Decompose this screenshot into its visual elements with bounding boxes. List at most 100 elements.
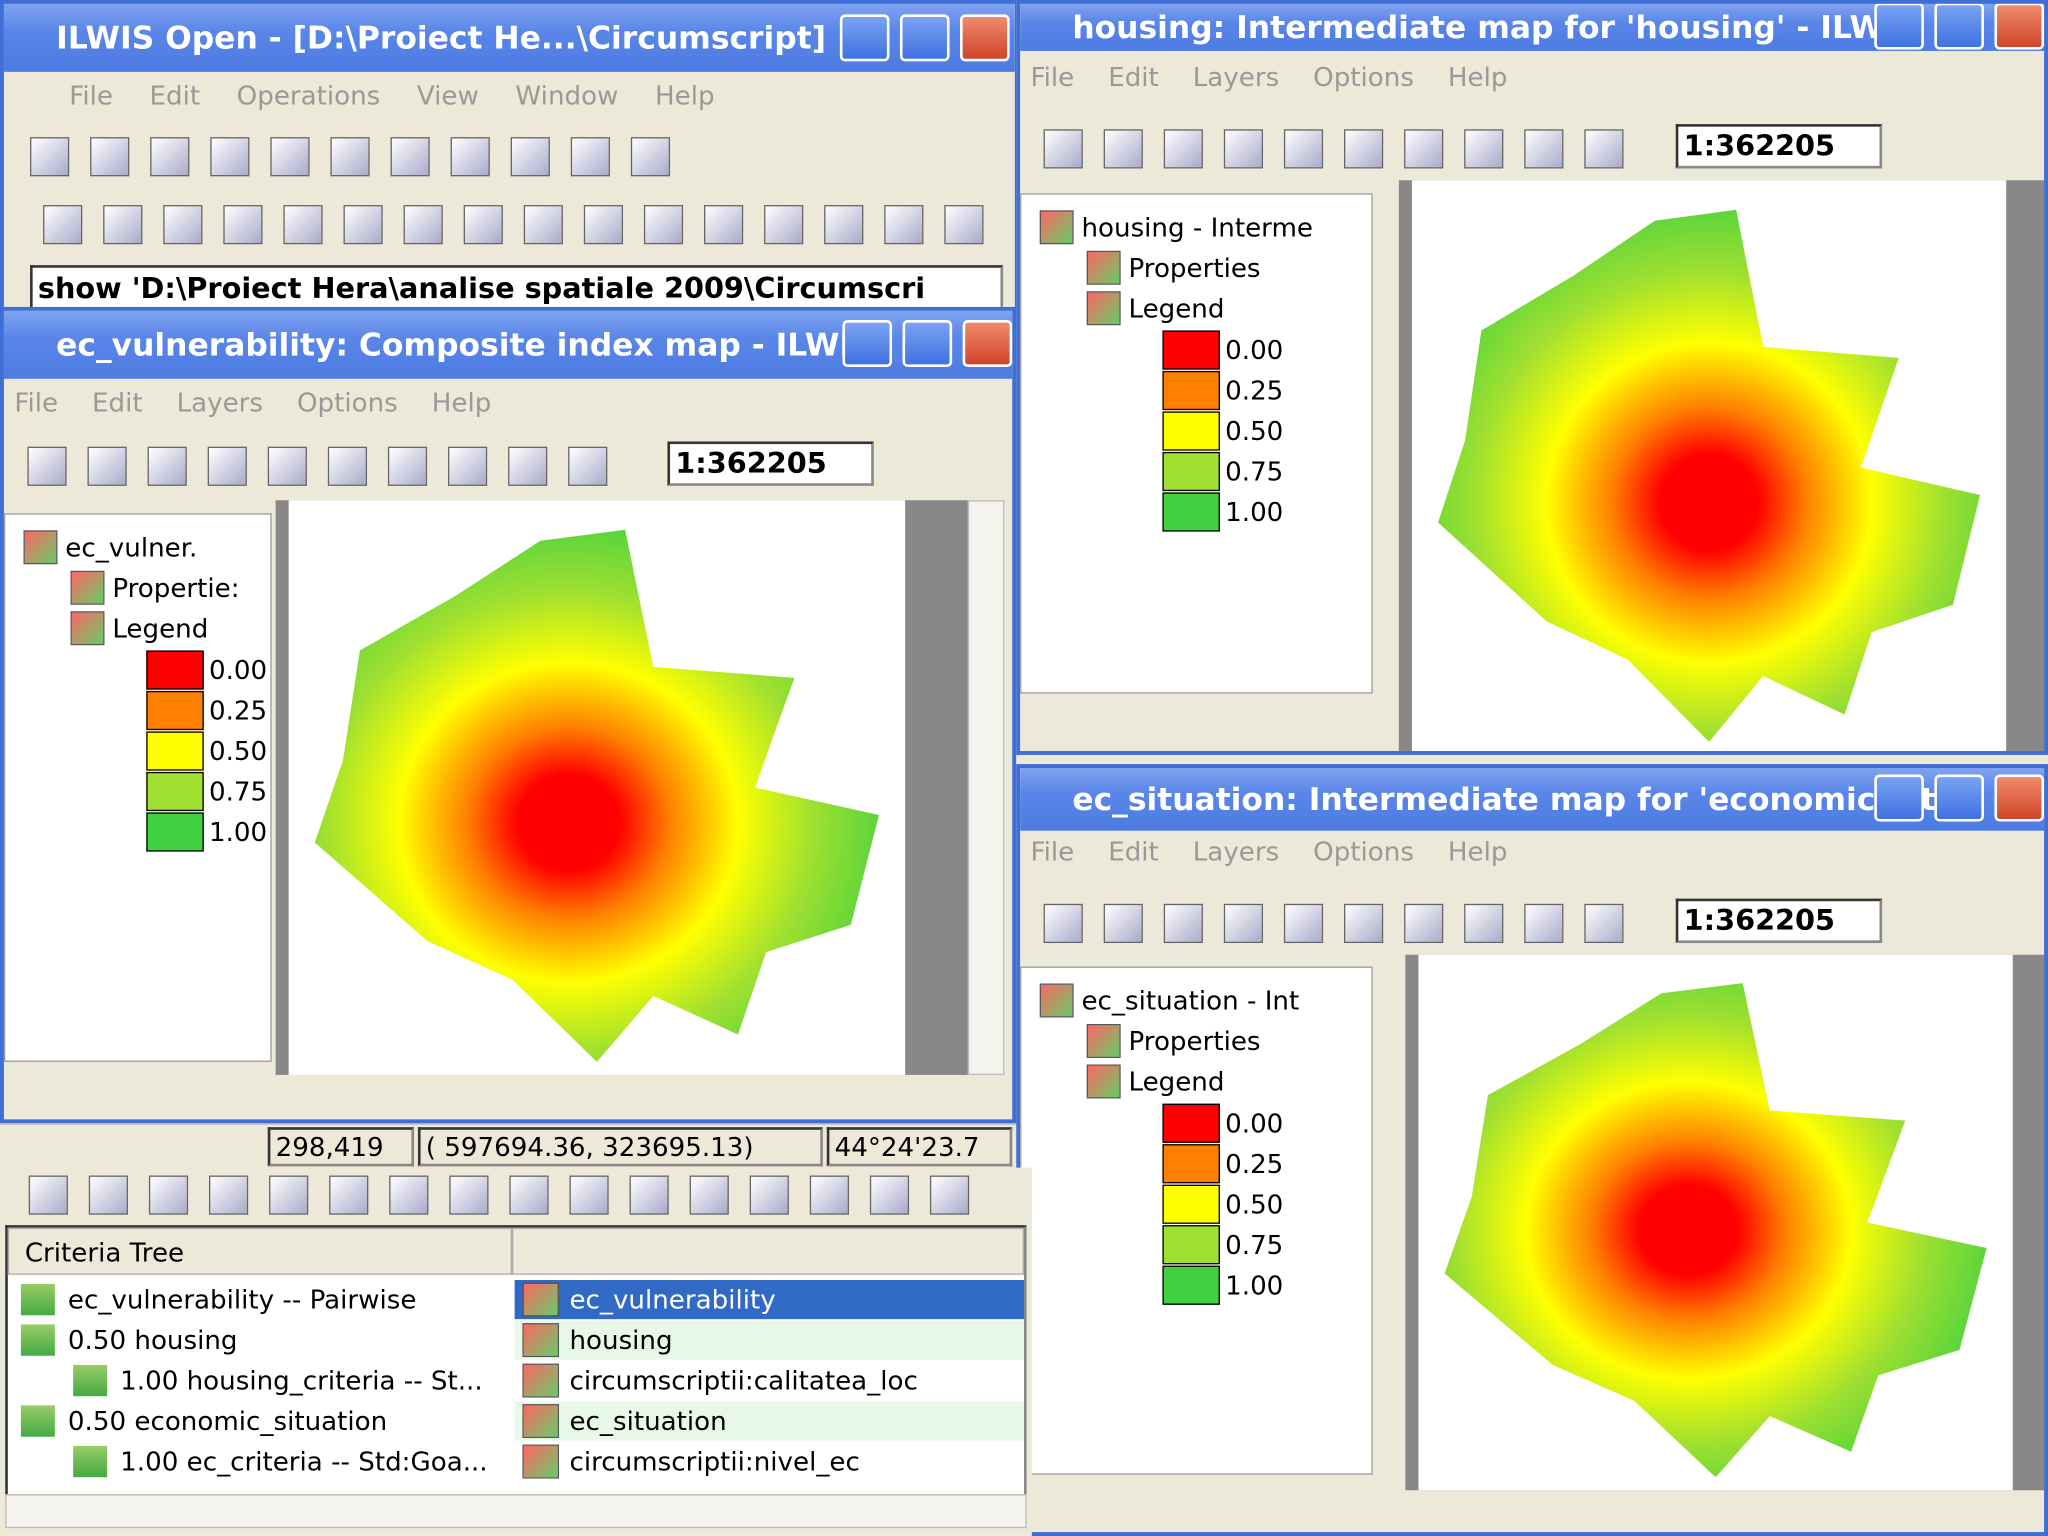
tool-button[interactable]	[809, 1175, 849, 1215]
tool-button[interactable]	[269, 1175, 309, 1215]
tool-button[interactable]	[1043, 903, 1083, 944]
tool-button[interactable]	[150, 137, 190, 177]
tool-button[interactable]	[450, 137, 490, 177]
menu-item[interactable]: Help	[1447, 835, 1508, 868]
tool-button[interactable]	[30, 137, 70, 177]
tool-button[interactable]	[630, 137, 671, 177]
criteria-row[interactable]: 0.50 economic_situation	[20, 1401, 387, 1440]
minimize-button[interactable]	[1874, 3, 1924, 50]
criteria-row[interactable]: 1.00 ec_criteria -- Std:Goa...	[73, 1442, 488, 1481]
tool-button[interactable]	[568, 446, 608, 486]
tool-button[interactable]	[884, 205, 924, 245]
menu-item[interactable]: Layers	[1192, 61, 1280, 93]
menu-item[interactable]: Window	[515, 79, 619, 112]
menu-item[interactable]: File	[1030, 835, 1075, 868]
map-cell[interactable]: circumscriptii:nivel_ec	[514, 1441, 1024, 1482]
tool-button[interactable]	[1223, 129, 1264, 169]
menu-item[interactable]: File	[14, 386, 59, 418]
menu-item[interactable]: Layers	[1192, 835, 1280, 868]
tool-button[interactable]	[1404, 129, 1444, 169]
menu-item[interactable]: Help	[1447, 61, 1508, 93]
scale-box[interactable]: 1:362205	[1675, 124, 1883, 169]
tool-button[interactable]	[944, 205, 984, 245]
menu-item[interactable]: Edit	[1108, 61, 1159, 93]
close-button[interactable]	[959, 14, 1010, 62]
tool-button[interactable]	[387, 446, 428, 486]
tool-button[interactable]	[208, 1175, 249, 1215]
minimize-button[interactable]	[842, 319, 893, 368]
map-cell[interactable]: housing	[514, 1320, 1024, 1360]
tool-button[interactable]	[147, 446, 187, 486]
tool-button[interactable]	[27, 446, 67, 486]
tool-button[interactable]	[210, 137, 250, 177]
menu-item[interactable]: View	[416, 79, 479, 112]
menu-item[interactable]: Options	[1313, 835, 1414, 868]
minimize-button[interactable]	[839, 14, 890, 62]
tool-button[interactable]	[1163, 903, 1203, 944]
tool-button[interactable]	[508, 446, 548, 486]
tool-button[interactable]	[1584, 129, 1624, 169]
tool-button[interactable]	[824, 205, 864, 245]
map-cell[interactable]: ec_vulnerability	[514, 1279, 1024, 1320]
close-button[interactable]	[1994, 774, 2045, 822]
tool-button[interactable]	[1043, 129, 1083, 169]
tool-button[interactable]	[389, 1175, 429, 1215]
tool-button[interactable]	[1343, 129, 1384, 169]
tool-button[interactable]	[523, 205, 563, 245]
tool-button[interactable]	[703, 205, 744, 245]
tool-button[interactable]	[570, 137, 610, 177]
tool-button[interactable]	[583, 205, 624, 245]
tool-button[interactable]	[449, 1175, 489, 1215]
tool-button[interactable]	[643, 205, 684, 245]
tool-button[interactable]	[28, 1175, 68, 1215]
tool-button[interactable]	[1464, 903, 1504, 944]
h-scrollbar[interactable]	[5, 1494, 1027, 1529]
tool-button[interactable]	[1404, 903, 1444, 944]
tool-button[interactable]	[403, 205, 443, 245]
menu-item[interactable]: Edit	[92, 386, 143, 418]
tool-button[interactable]	[207, 446, 247, 486]
tool-button[interactable]	[148, 1175, 189, 1215]
minimize-button[interactable]	[1874, 774, 1924, 822]
tool-button[interactable]	[1163, 129, 1203, 169]
tool-button[interactable]	[1283, 903, 1324, 944]
tool-button[interactable]	[103, 205, 143, 245]
menu-item[interactable]: Layers	[176, 386, 264, 418]
map-cell[interactable]: ec_situation	[514, 1401, 1024, 1441]
tool-button[interactable]	[43, 205, 83, 245]
tool-button[interactable]	[163, 205, 203, 245]
tool-button[interactable]	[329, 1175, 369, 1215]
maximize-button[interactable]	[899, 14, 950, 62]
menu-item[interactable]: File	[1030, 61, 1075, 93]
tool-button[interactable]	[510, 137, 550, 177]
tool-button[interactable]	[869, 1175, 910, 1215]
criteria-row[interactable]: 0.50 housing	[20, 1320, 238, 1359]
tool-button[interactable]	[88, 1175, 128, 1215]
tool-button[interactable]	[87, 446, 127, 486]
maximize-button[interactable]	[1934, 3, 1984, 50]
maximize-button[interactable]	[1934, 774, 1984, 822]
map-cell[interactable]: circumscriptii:calitatea_loc	[514, 1360, 1024, 1401]
menu-item[interactable]: Options	[1313, 61, 1414, 93]
menu-item[interactable]: Edit	[149, 79, 201, 112]
tool-button[interactable]	[1584, 903, 1624, 944]
close-button[interactable]	[962, 319, 1013, 368]
tool-button[interactable]	[1464, 129, 1504, 169]
tool-button[interactable]	[929, 1175, 970, 1215]
menu-item[interactable]: Help	[654, 79, 715, 112]
tool-button[interactable]	[447, 446, 488, 486]
tool-button[interactable]	[1524, 903, 1564, 944]
tool-button[interactable]	[569, 1175, 609, 1215]
v-scrollbar[interactable]	[967, 500, 1005, 1075]
close-button[interactable]	[1994, 3, 2045, 50]
tool-button[interactable]	[1103, 903, 1143, 944]
scale-box[interactable]: 1:362205	[1675, 898, 1883, 944]
tool-button[interactable]	[343, 205, 383, 245]
tool-button[interactable]	[283, 205, 323, 245]
tool-button[interactable]	[327, 446, 368, 486]
tool-button[interactable]	[270, 137, 310, 177]
criteria-row[interactable]: ec_vulnerability -- Pairwise	[20, 1280, 416, 1319]
tool-button[interactable]	[1343, 903, 1384, 944]
tool-button[interactable]	[764, 205, 804, 245]
tool-button[interactable]	[390, 137, 430, 177]
